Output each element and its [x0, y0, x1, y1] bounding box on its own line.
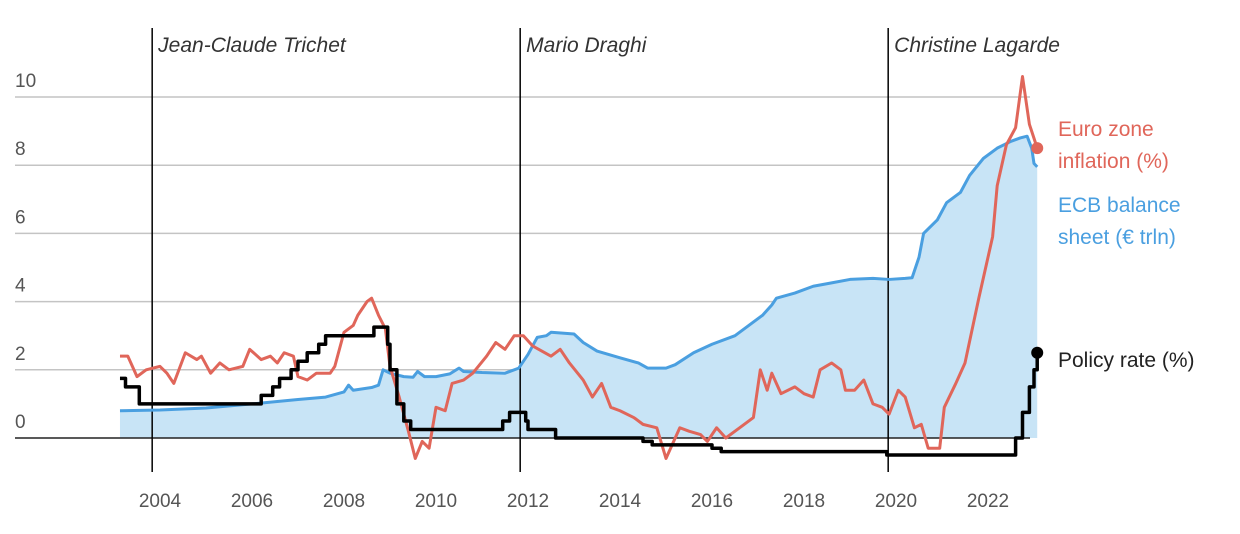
x-tick-label: 2006 [231, 491, 273, 512]
x-tick-label: 2004 [139, 491, 182, 512]
x-tick-label: 2014 [599, 491, 642, 512]
x-tick-label: 2010 [415, 491, 457, 512]
balance-sheet-fill [119, 136, 1038, 438]
x-tick-label: 2020 [875, 491, 917, 512]
series-lines [119, 75, 1044, 460]
y-tick-label: 0 [15, 412, 26, 433]
y-tick-label: 6 [15, 207, 26, 228]
x-tick-label: 2012 [507, 491, 549, 512]
series-labels: ECB balance sheet (€ trln) Euro zone inflat… [1058, 118, 1195, 372]
x-axis-ticks: 2004 2006 2008 2010 2012 2014 2016 2018 2020 2022 [139, 491, 1009, 512]
series-label: inflation (%) [1058, 150, 1169, 173]
y-tick-label: 8 [15, 139, 26, 160]
series-label: sheet (€ trln) [1058, 226, 1176, 249]
y-axis-ticks: 0 2 4 6 8 10 [15, 71, 36, 433]
series-label: Policy rate (%) [1058, 349, 1195, 372]
leader-name: Christine Lagarde [894, 34, 1060, 57]
x-tick-label: 2016 [691, 491, 733, 512]
series-label: Euro zone [1058, 118, 1154, 141]
series-label: ECB balance [1058, 194, 1181, 217]
policy-rate-end-dot [1031, 346, 1044, 359]
leader-annotations: Jean-Claude Trichet Mario Draghi Christine… [151, 28, 1060, 472]
inflation-end-dot [1031, 142, 1044, 155]
balance-sheet-line [119, 134, 1039, 413]
x-tick-label: 2022 [967, 491, 1009, 512]
x-tick-label: 2018 [783, 491, 825, 512]
y-tick-label: 2 [15, 344, 26, 365]
y-tick-label: 4 [15, 276, 26, 297]
policy-rate-line [119, 325, 1039, 457]
balance-sheet-area [15, 136, 1038, 439]
inflation-line [119, 75, 1039, 460]
leader-name: Jean-Claude Trichet [157, 34, 347, 57]
y-tick-label: 10 [15, 71, 36, 92]
leader-name: Mario Draghi [526, 34, 648, 57]
x-tick-label: 2008 [323, 491, 365, 512]
